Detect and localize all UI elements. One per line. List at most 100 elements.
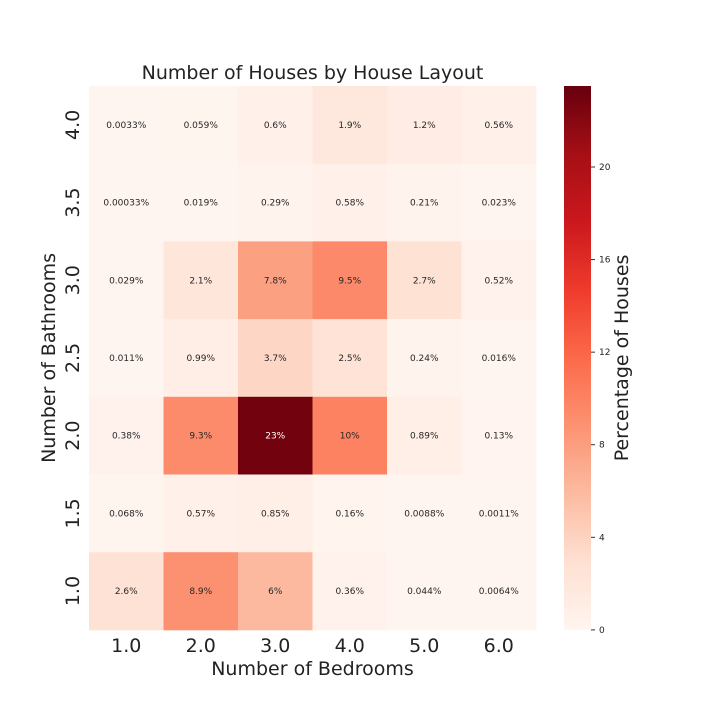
cell-value-label: 0.0033% [106,121,146,131]
cell-value-label: 0.21% [410,199,439,209]
heatmap-cell [461,241,537,320]
y-tick-label: 1.0 [62,576,84,606]
cell-value-label: 0.0011% [479,509,519,519]
cell-value-label: 2.1% [189,276,212,286]
heatmap-cell [163,86,239,165]
cell-value-label: 1.9% [338,121,361,131]
colorbar [564,86,591,630]
y-tick-label: 3.0 [62,265,84,295]
x-tick-label: 6.0 [484,635,514,657]
y-tick-label: 2.5 [62,343,84,373]
x-tick-label: 3.0 [260,635,290,657]
y-tick-label: 3.5 [62,187,84,217]
heatmap-cell [312,241,388,320]
cell-value-label: 0.85% [261,509,290,519]
heatmap-cell [387,86,462,165]
heatmap-cell [163,396,239,475]
cell-value-label: 7.8% [264,276,287,286]
heatmap-cell [461,396,537,475]
cell-value-label: 0.13% [484,432,513,442]
x-tick-label: 2.0 [186,635,216,657]
y-tick-labels: 4.0 3.5 3.0 2.5 2.0 1.5 1.0 [62,110,84,606]
heatmap-cell [238,163,313,242]
heatmap-cell [312,319,388,398]
heatmap-cell [312,474,388,553]
cell-value-label: 2.5% [338,354,361,364]
heatmap-cell [89,552,164,631]
cell-value-label: 0.38% [112,432,141,442]
heatmap-cell [312,552,388,631]
colorbar-tick-label: 0 [599,626,605,636]
y-tick-label: 2.0 [62,421,84,451]
heatmap-cell [238,552,313,631]
x-tick-label: 1.0 [111,635,141,657]
colorbar-label: Percentage of Houses [611,255,633,462]
cell-value-label: 0.0064% [479,587,519,597]
heatmap-cell [163,163,239,242]
heatmap-cell [238,474,313,553]
heatmap-cell [387,319,462,398]
y-tick-label: 4.0 [62,110,84,140]
heatmap-cell [312,396,388,475]
cell-value-label: 0.36% [335,587,364,597]
colorbar-tick-label: 16 [599,256,611,266]
cell-value-label: 0.99% [186,354,215,364]
cell-value-label: 0.57% [186,509,215,519]
cell-value-label: 0.044% [407,587,442,597]
heatmap-cell [89,396,164,475]
heatmap-cells: 0.0033% 0.059% 0.6% 1.9% 1.2% 0.56% 0.00033% 0.… [89,86,537,631]
cell-value-label: 0.56% [484,121,513,131]
x-tick-labels: 1.0 2.0 3.0 4.0 5.0 6.0 [111,635,514,657]
cell-value-label: 0.16% [335,509,364,519]
cell-value-label: 2.6% [115,587,138,597]
cell-value-label: 10% [340,432,360,442]
cell-value-label: 0.29% [261,199,290,209]
colorbar-ticks: 0 4 8 12 16 20 [591,163,611,636]
cell-value-label: 23% [265,432,285,442]
colorbar-tick-label: 8 [599,441,605,451]
heatmap-cell [89,241,164,320]
heatmap-cell [89,86,164,165]
heatmap-cell [461,86,537,165]
y-axis-label: Number of Bathrooms [38,253,60,463]
heatmap-cell [238,319,313,398]
cell-value-label: 9.5% [338,276,361,286]
heatmap-cell [163,552,239,631]
x-tick-label: 4.0 [335,635,365,657]
heatmap-cell [461,552,537,631]
heatmap-cell [461,319,537,398]
cell-value-label: 6% [268,587,283,597]
cell-value-label: 0.068% [109,509,144,519]
heatmap-cell [312,163,388,242]
x-axis-label: Number of Bedrooms [211,658,414,680]
cell-value-label: 0.019% [184,199,219,209]
cell-value-label: 0.89% [410,432,439,442]
cell-value-label: 0.059% [184,121,219,131]
cell-value-label: 0.58% [335,199,364,209]
cell-value-label: 0.011% [109,354,144,364]
cell-value-label: 2.7% [413,276,436,286]
colorbar-tick-label: 4 [599,533,605,543]
cell-value-label: 0.023% [482,199,517,209]
heatmap-cell [163,319,239,398]
cell-value-label: 0.016% [482,354,517,364]
cell-value-label: 0.6% [264,121,287,131]
cell-value-label: 0.0088% [404,509,444,519]
heatmap-cell [461,163,537,242]
cell-value-label: 1.2% [413,121,436,131]
y-tick-label: 1.5 [62,498,84,528]
cell-value-label: 0.24% [410,354,439,364]
cell-value-label: 0.52% [484,276,513,286]
heatmap-cell [238,396,313,475]
cell-value-label: 0.00033% [103,199,149,209]
heatmap-cell [89,319,164,398]
cell-value-label: 0.029% [109,276,144,286]
heatmap-cell [387,396,462,475]
heatmap-cell [387,552,462,631]
heatmap-cell [238,86,313,165]
cell-value-label: 9.3% [189,432,212,442]
heatmap-cell [312,86,388,165]
cell-value-label: 3.7% [264,354,287,364]
heatmap-cell [89,163,164,242]
cell-value-label: 8.9% [189,587,212,597]
